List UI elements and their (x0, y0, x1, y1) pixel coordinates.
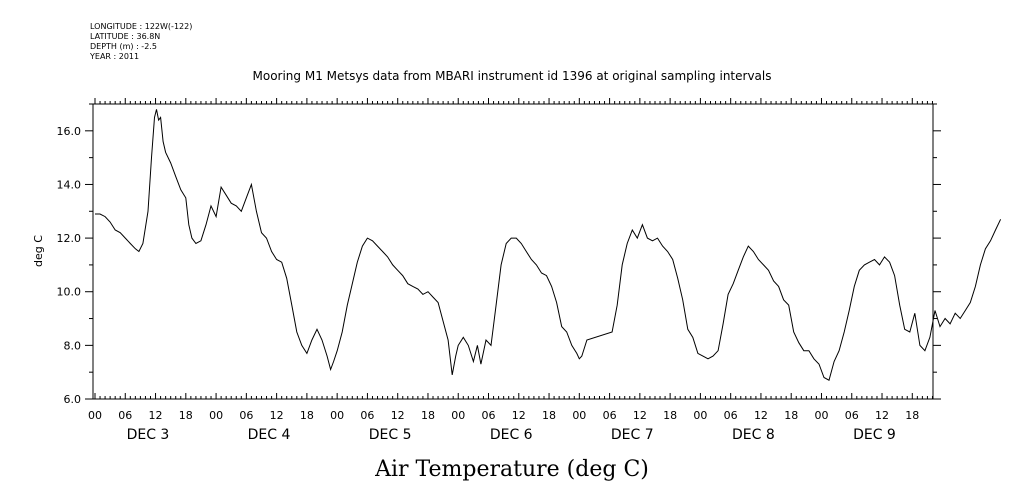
series-line (95, 109, 1002, 381)
x-tick-label: 00 (451, 409, 465, 422)
x-tick-label: 18 (300, 409, 314, 422)
meta-block: LONGITUDE : 122W(-122) LATITUDE : 36.8N … (89, 22, 192, 61)
y-tick-label: 16.0 (57, 125, 82, 138)
x-tick-label: 00 (693, 409, 707, 422)
meta-latitude: LATITUDE : 36.8N (90, 32, 160, 41)
x-tick-label: 12 (270, 409, 284, 422)
x-tick-label: 06 (360, 409, 374, 422)
y-axis-label: deg C (32, 235, 45, 267)
y-tick-label: 8.0 (64, 339, 82, 352)
x-tick-label: 18 (179, 409, 193, 422)
meta-longitude: LONGITUDE : 122W(-122) (90, 22, 192, 31)
x-tick-label: 18 (784, 409, 798, 422)
day-label: DEC 8 (732, 427, 775, 443)
meta-depth: DEPTH (m) : -2.5 (90, 42, 157, 51)
y-tick-label: 10.0 (57, 286, 82, 299)
day-label: DEC 6 (490, 427, 533, 443)
x-tick-label: 12 (875, 409, 889, 422)
x-tick-label: 18 (542, 409, 556, 422)
x-tick-label: 00 (814, 409, 828, 422)
day-labels: DEC 3 DEC 4 DEC 5 DEC 6 DEC 7 DEC 8 DEC 9 (127, 427, 896, 443)
y-tick-label: 12.0 (57, 232, 82, 245)
plot-frame (92, 103, 934, 400)
x-tick-label: 00 (330, 409, 344, 422)
y-tick-label: 6.0 (64, 393, 82, 406)
x-tick-label: 06 (603, 409, 617, 422)
day-label: DEC 9 (853, 427, 896, 443)
x-tick-label: 00 (88, 409, 102, 422)
x-tick-label: 06 (724, 409, 738, 422)
x-tick-label: 18 (905, 409, 919, 422)
x-tick-label: 12 (754, 409, 768, 422)
day-label: DEC 5 (369, 427, 412, 443)
x-tick-label: 06 (845, 409, 859, 422)
x-tick-label: 12 (149, 409, 163, 422)
y-tick-label: 14.0 (57, 178, 82, 191)
y-tick-labels: 6.0 8.0 10.0 12.0 14.0 16.0 (57, 125, 82, 406)
day-label: DEC 4 (248, 427, 291, 443)
axis-ticks (85, 98, 941, 400)
x-tick-label: 06 (118, 409, 132, 422)
chart-title: Mooring M1 Metsys data from MBARI instru… (253, 69, 772, 83)
meta-year: YEAR : 2011 (89, 52, 139, 61)
x-tick-label: 06 (482, 409, 496, 422)
x-tick-label: 00 (572, 409, 586, 422)
day-label: DEC 3 (127, 427, 170, 443)
x-tick-label: 00 (209, 409, 223, 422)
x-axis-label: Air Temperature (deg C) (374, 457, 649, 482)
x-tick-label: 06 (239, 409, 253, 422)
x-tick-label: 12 (512, 409, 526, 422)
x-tick-labels: 00 06 12 18 00 06 12 18 00 06 12 18 00 06 12 18 00 06 12 18… (88, 409, 919, 422)
x-tick-label: 18 (663, 409, 677, 422)
x-tick-label: 18 (421, 409, 435, 422)
x-tick-label: 12 (391, 409, 405, 422)
x-tick-label: 12 (633, 409, 647, 422)
day-label: DEC 7 (611, 427, 654, 443)
